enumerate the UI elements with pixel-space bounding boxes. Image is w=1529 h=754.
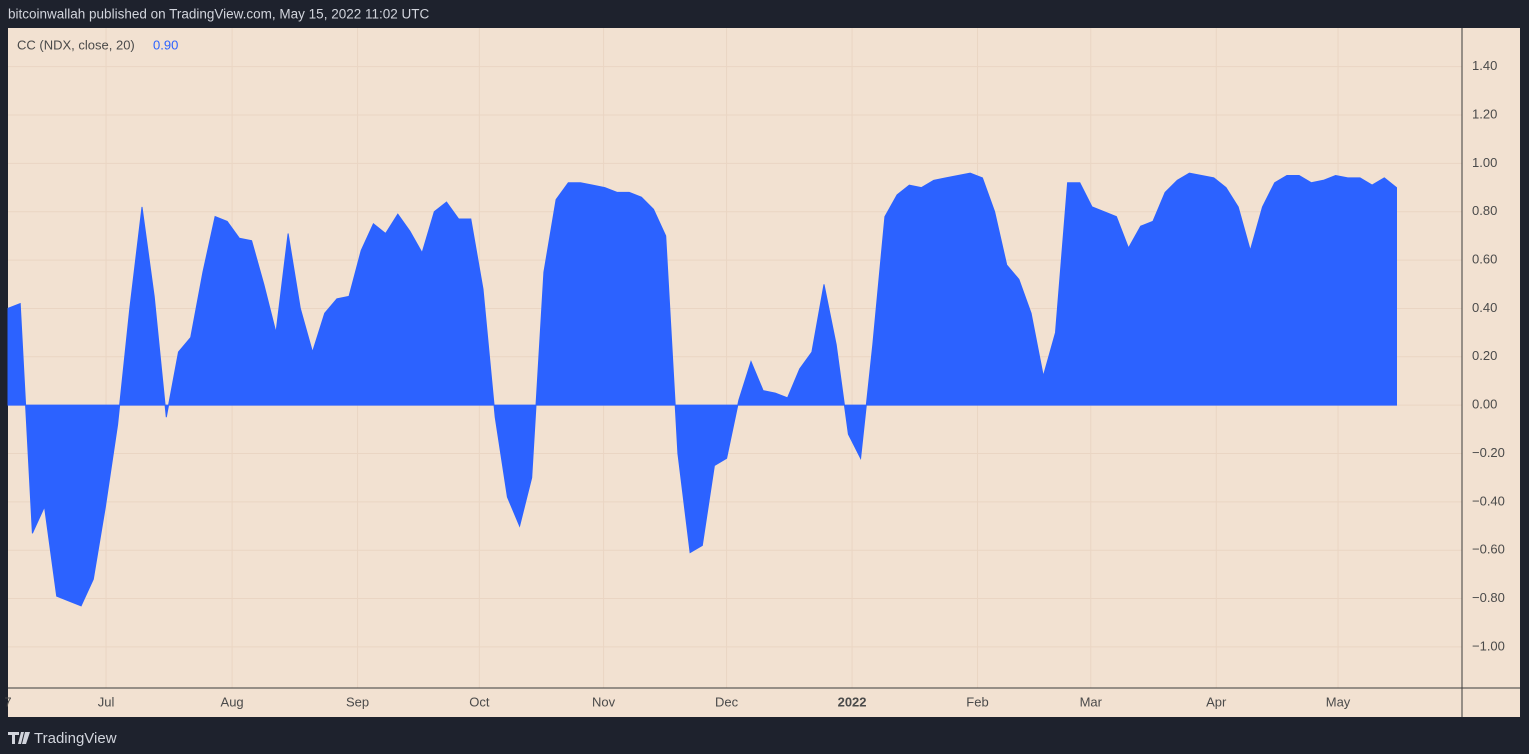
legend-value: 0.90 xyxy=(153,37,178,52)
x-tick-label: Jul xyxy=(98,694,115,709)
publisher-header: bitcoinwallah published on TradingView.c… xyxy=(8,7,429,22)
y-tick-label: 0.60 xyxy=(1472,252,1497,267)
legend-series-name: CC (NDX, close, 20) xyxy=(17,37,135,52)
y-tick-label: −1.00 xyxy=(1472,638,1505,653)
area-fill xyxy=(7,172,1397,607)
brand-name: TradingView xyxy=(34,730,117,747)
y-tick-label: −0.40 xyxy=(1472,493,1505,508)
x-tick-label: 2022 xyxy=(838,694,867,709)
x-tick-label: Sep xyxy=(346,694,369,709)
x-tick-label: Apr xyxy=(1206,694,1227,709)
x-tick-label: Aug xyxy=(221,694,244,709)
y-tick-label: −0.20 xyxy=(1472,445,1505,460)
y-tick-label: 1.20 xyxy=(1472,106,1497,121)
area-layer xyxy=(7,172,1397,607)
y-tick-label: 1.00 xyxy=(1472,155,1497,170)
x-tick-label: Oct xyxy=(469,694,490,709)
brand-logo xyxy=(8,732,30,744)
y-tick-label: −0.60 xyxy=(1472,542,1505,557)
x-tick-label: Nov xyxy=(592,694,616,709)
y-tick-label: 0.00 xyxy=(1472,397,1497,412)
labels: 1.40 1.20 1.00 0.80 0.60 0.40 0.20 0.00 −0.20 −0.… xyxy=(4,58,1505,709)
y-tick-label: 1.40 xyxy=(1472,58,1497,73)
x-tick-label: May xyxy=(1326,694,1351,709)
x-tick-label: Mar xyxy=(1080,694,1103,709)
y-tick-label: 0.20 xyxy=(1472,348,1497,363)
x-tick-label: Dec xyxy=(715,694,739,709)
y-tick-label: 0.40 xyxy=(1472,300,1497,315)
y-tick-label: −0.80 xyxy=(1472,590,1505,605)
x-tick-label: 7 xyxy=(4,694,11,709)
x-tick-label: Feb xyxy=(966,694,988,709)
y-tick-label: 0.80 xyxy=(1472,203,1497,218)
